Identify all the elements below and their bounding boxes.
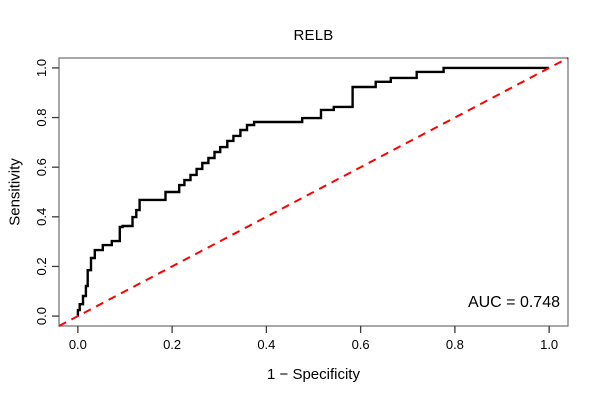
x-axis-tick-label: 0.8 xyxy=(446,337,464,352)
y-axis-tick-label: 0.8 xyxy=(34,109,49,127)
y-axis-tick-label: 0.2 xyxy=(34,257,49,275)
x-axis-tick-label: 0.2 xyxy=(163,337,181,352)
y-axis-tick-label: 0.6 xyxy=(34,158,49,176)
y-axis-tick-label: 1.0 xyxy=(34,59,49,77)
x-axis-tick-label: 0.0 xyxy=(69,337,87,352)
x-axis-title: 1 − Specificity xyxy=(267,366,360,383)
x-axis-tick-label: 0.6 xyxy=(352,337,370,352)
chance-diagonal-line xyxy=(58,57,569,327)
y-axis-title: Sensitivity xyxy=(6,158,24,226)
roc-curve-line xyxy=(76,66,550,317)
auc-annotation: AUC = 0.748 xyxy=(467,294,560,311)
y-axis-tick-label: 0.0 xyxy=(34,307,49,325)
plot-box xyxy=(58,57,569,327)
x-axis-tick-label: 0.4 xyxy=(257,337,275,352)
y-axis-tick-label: 0.4 xyxy=(34,208,49,226)
x-axis-tick-label: 1.0 xyxy=(540,337,558,352)
chart-title: RELB xyxy=(293,27,334,44)
